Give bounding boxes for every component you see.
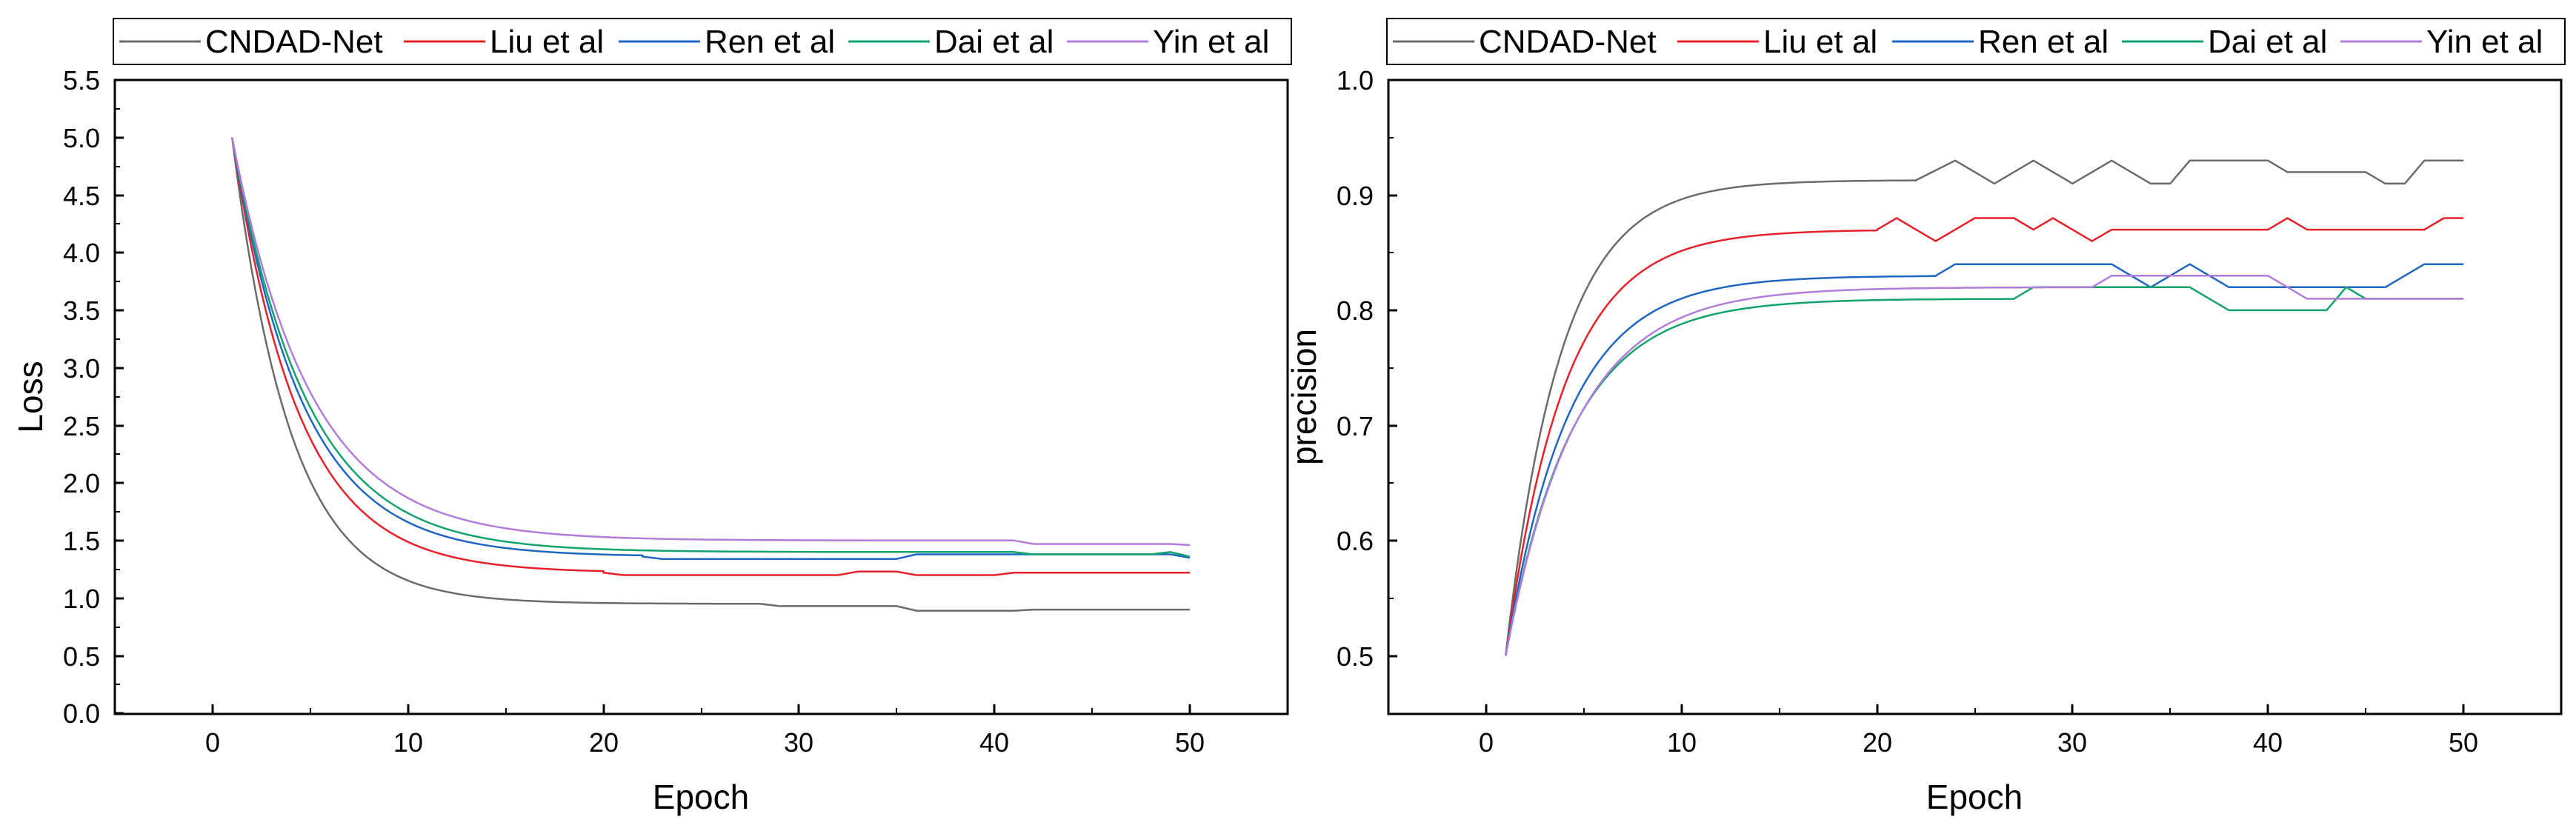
- precision-y-tick-label-1: 0.6: [1337, 526, 1374, 556]
- loss-series-line-0: [231, 137, 1191, 612]
- loss-legend-label-0: CNDAD-Net: [205, 24, 383, 60]
- precision-x-tick-label-3: 30: [2057, 727, 2087, 758]
- loss-x-tick-label-3: 30: [784, 727, 813, 758]
- precision-x-ticks: [1485, 704, 2465, 713]
- loss-y-tick-label-4: 2.0: [63, 468, 100, 498]
- loss-y-tick-label-0: 0.0: [63, 698, 100, 729]
- loss-series-line-1: [231, 137, 1191, 576]
- loss-legend-label-1: Liu et al: [490, 24, 604, 60]
- loss-series-line-3: [231, 137, 1191, 558]
- precision-y-tick-label-5: 1.0: [1337, 65, 1374, 96]
- precision-x-tick-labels: 0 10 20 30 40 50: [1479, 727, 2478, 758]
- precision-legend-label-2: Ren et al: [1978, 24, 2109, 60]
- loss-y-tick-label-2: 1.0: [63, 584, 100, 614]
- precision-x-tick-label-1: 10: [1667, 727, 1697, 758]
- loss-series-group: [231, 137, 1191, 612]
- loss-y-tick-label-8: 4.0: [63, 238, 100, 268]
- loss-y-tick-labels: 0.0 0.5 1.0 1.5 2.0 2.5 3.0 3.5 4.0 4.5 …: [63, 65, 100, 729]
- precision-y-ticks: [1388, 79, 1397, 658]
- loss-x-tick-labels: 0 10 20 30 40 50: [205, 727, 1205, 758]
- loss-x-tick-label-1: 10: [393, 727, 423, 758]
- precision-y-tick-label-4: 0.9: [1337, 181, 1374, 211]
- loss-y-tick-label-3: 1.5: [63, 526, 100, 556]
- loss-x-tick-label-4: 40: [979, 727, 1009, 758]
- precision-legend: CNDAD-Net Liu et al Ren et al Dai et al …: [1386, 18, 2566, 65]
- precision-series-line-0: [1505, 159, 2464, 656]
- precision-legend-label-4: Yin et al: [2426, 24, 2543, 60]
- precision-series-group: [1505, 159, 2464, 656]
- precision-legend-label-0: CNDAD-Net: [1479, 24, 1657, 60]
- precision-x-tick-label-4: 40: [2253, 727, 2283, 758]
- precision-series-line-4: [1505, 275, 2464, 656]
- precision-x-tick-label-2: 20: [1863, 727, 1892, 758]
- loss-y-tick-label-9: 4.5: [63, 181, 100, 211]
- precision-plot-frame: [1387, 79, 2563, 715]
- precision-chart: CNDAD-Net Liu et al Ren et al Dai et al …: [1285, 18, 2566, 816]
- loss-y-tick-label-1: 0.5: [63, 641, 100, 672]
- loss-chart: CNDAD-Net Liu et al Ren et al Dai et al …: [11, 18, 1292, 816]
- precision-legend-label-1: Liu et al: [1763, 24, 1877, 60]
- precision-y-tick-labels: 0.5 0.6 0.7 0.8 0.9 1.0: [1337, 65, 1374, 672]
- precision-y-tick-label-3: 0.8: [1337, 296, 1374, 326]
- loss-x-tick-label-5: 50: [1175, 727, 1205, 758]
- loss-series-line-2: [231, 137, 1191, 560]
- loss-x-ticks: [211, 704, 1191, 713]
- loss-y-tick-label-7: 3.5: [63, 296, 100, 326]
- loss-x-tick-label-0: 0: [205, 727, 220, 758]
- precision-x-tick-label-0: 0: [1479, 727, 1494, 758]
- loss-y-tick-label-10: 5.0: [63, 123, 100, 153]
- loss-series-line-4: [231, 137, 1191, 547]
- precision-x-tick-label-5: 50: [2449, 727, 2478, 758]
- loss-x-tick-label-2: 20: [589, 727, 619, 758]
- precision-series-line-1: [1505, 217, 2464, 656]
- loss-y-ticks: [115, 79, 124, 715]
- precision-series-line-2: [1505, 263, 2464, 656]
- precision-y-axis-title: precision: [1285, 329, 1323, 465]
- loss-x-axis-title: Epoch: [653, 778, 749, 816]
- precision-series-line-3: [1505, 286, 2464, 656]
- precision-legend-label-3: Dai et al: [2208, 24, 2327, 60]
- loss-y-tick-label-11: 5.5: [63, 65, 100, 96]
- loss-plot-frame: [113, 79, 1289, 715]
- precision-y-tick-label-0: 0.5: [1337, 641, 1374, 672]
- loss-legend-label-2: Ren et al: [705, 24, 835, 60]
- loss-y-axis-title: Loss: [11, 361, 50, 433]
- loss-legend-label-3: Dai et al: [934, 24, 1054, 60]
- loss-legend: CNDAD-Net Liu et al Ren et al Dai et al …: [113, 18, 1292, 65]
- loss-legend-label-4: Yin et al: [1153, 24, 1269, 60]
- precision-x-axis-title: Epoch: [1926, 778, 2023, 816]
- loss-y-tick-label-5: 2.5: [63, 411, 100, 441]
- loss-y-tick-label-6: 3.0: [63, 353, 100, 384]
- precision-y-tick-label-2: 0.7: [1337, 411, 1374, 441]
